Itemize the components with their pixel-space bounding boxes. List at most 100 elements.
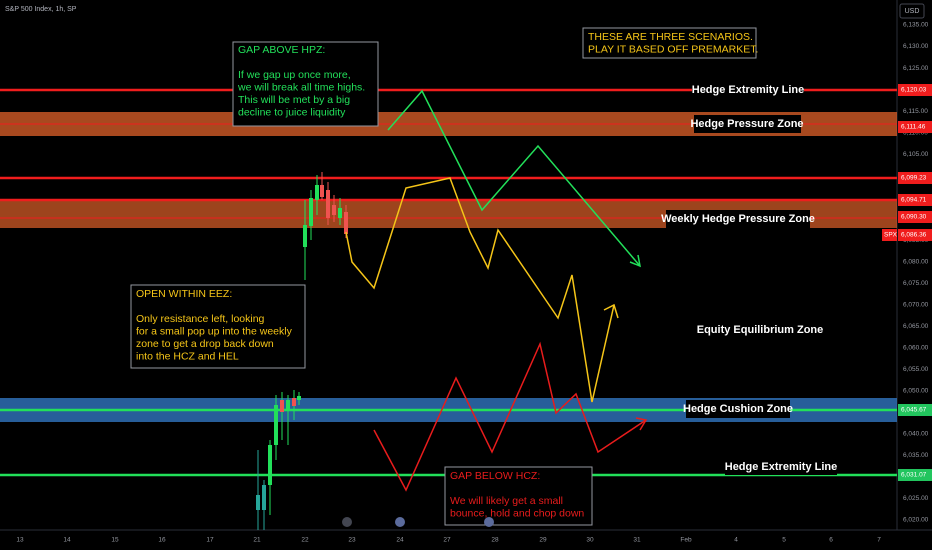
price-label: 6,135.00 bbox=[903, 22, 929, 29]
date-label: 28 bbox=[491, 537, 499, 544]
annotation: OPEN WITHIN EEZ: Only resistance left, lo… bbox=[136, 288, 293, 363]
zone-label: Hedge Extremity Line bbox=[692, 84, 804, 96]
label-bg bbox=[686, 400, 790, 418]
currency-label[interactable]: USD bbox=[905, 8, 920, 15]
event-icon[interactable] bbox=[342, 517, 352, 527]
price-label: 6,080.00 bbox=[903, 258, 929, 265]
price-badge-text: 6,094.71 bbox=[901, 197, 927, 204]
annotation-line: Only resistance left, looking bbox=[136, 313, 265, 325]
annotation-line: for a small pop up into the weekly bbox=[136, 325, 293, 337]
price-label: 6,070.00 bbox=[903, 301, 929, 308]
zone-label: Hedge Cushion Zone bbox=[683, 403, 793, 415]
price-label: 6,065.00 bbox=[903, 323, 929, 330]
annotation-line: we will break all time highs. bbox=[237, 81, 365, 93]
annotation: GAP ABOVE HPZ: If we gap up once more,we … bbox=[237, 44, 365, 119]
annotation-line: We will likely get a small bbox=[450, 495, 563, 507]
date-label: 24 bbox=[396, 537, 404, 544]
date-label: 16 bbox=[158, 537, 166, 544]
date-label: 30 bbox=[586, 537, 594, 544]
annotation-line: into the HCZ and HEL bbox=[136, 350, 239, 362]
label-bg bbox=[666, 210, 810, 228]
zone-label: Hedge Pressure Zone bbox=[690, 118, 803, 130]
date-label: 17 bbox=[206, 537, 214, 544]
annotation-line: PLAY IT BASED OFF PREMARKET. bbox=[588, 43, 758, 55]
date-label: 14 bbox=[63, 537, 71, 544]
symbol-badge bbox=[882, 229, 897, 241]
price-badge-text: 6,120.03 bbox=[901, 87, 927, 94]
annotation-line: GAP ABOVE HPZ: bbox=[238, 44, 325, 56]
level-badges: 6,120.03 6,111.46 6,099.23 6,094.71 6,090.30… bbox=[882, 84, 932, 481]
time-axis: 13 14 15 16 17 21 22 23 24 27 28 29 30 31 Feb 4 5 6 7 bbox=[16, 537, 881, 544]
date-label: Feb bbox=[680, 537, 692, 544]
annotation-box bbox=[444, 466, 593, 526]
arrow-head bbox=[603, 303, 619, 319]
price-label: 6,020.00 bbox=[903, 517, 929, 524]
date-label: 21 bbox=[253, 537, 261, 544]
zone-label: Weekly Hedge Pressure Zone bbox=[661, 213, 815, 225]
price-badge bbox=[898, 84, 932, 96]
date-label: 23 bbox=[348, 537, 356, 544]
scenario-path bbox=[387, 89, 641, 267]
label-bg bbox=[725, 459, 837, 475]
annotation-line: GAP BELOW HCZ: bbox=[450, 470, 540, 482]
date-label: 29 bbox=[539, 537, 547, 544]
price-label: 6,105.00 bbox=[903, 151, 929, 158]
arrow-head bbox=[629, 254, 641, 268]
date-label: 22 bbox=[301, 537, 309, 544]
zone-label: Equity Equilibrium Zone bbox=[697, 324, 824, 336]
price-label: 6,040.00 bbox=[903, 431, 929, 438]
price-label: 6,060.00 bbox=[903, 345, 929, 352]
price-badge-text: 6,090.30 bbox=[901, 214, 927, 221]
annotation: THESE ARE THREE SCENARIOS.PLAY IT BASED … bbox=[588, 31, 758, 56]
price-badge bbox=[898, 121, 932, 133]
annotation-line: bounce, hold and chop down bbox=[450, 507, 584, 519]
price-badge-text: 6,031.07 bbox=[901, 472, 927, 479]
annotation-box bbox=[582, 27, 757, 59]
label-bg bbox=[694, 115, 801, 133]
symbol-badge-text: SPX bbox=[884, 232, 898, 239]
event-icon[interactable] bbox=[395, 517, 405, 527]
zone-label: Hedge Extremity Line bbox=[725, 461, 837, 473]
annotation-line: zone to get a drop back down bbox=[136, 338, 274, 350]
date-label: 27 bbox=[443, 537, 451, 544]
date-label: 15 bbox=[111, 537, 119, 544]
event-icon[interactable] bbox=[484, 517, 494, 527]
date-label: 6 bbox=[829, 537, 833, 544]
price-badge-text: 6,086.36 bbox=[901, 232, 927, 239]
annotation-box bbox=[130, 284, 306, 369]
currency-button[interactable] bbox=[899, 3, 925, 19]
price-label: 6,075.00 bbox=[903, 280, 929, 287]
price-label: 6,025.00 bbox=[903, 495, 929, 502]
date-label: 5 bbox=[782, 537, 786, 544]
annotation-line: OPEN WITHIN EEZ: bbox=[136, 288, 232, 300]
price-badge-text: 6,111.46 bbox=[901, 124, 926, 131]
price-badge bbox=[898, 211, 932, 223]
arrow-head bbox=[635, 417, 648, 431]
annotation-box bbox=[232, 41, 379, 127]
price-badge-text: 6,045.67 bbox=[901, 407, 927, 414]
date-label: 31 bbox=[633, 537, 641, 544]
price-label: 6,035.00 bbox=[903, 452, 929, 459]
annotation-line: THESE ARE THREE SCENARIOS. bbox=[588, 31, 753, 43]
price-badge bbox=[898, 172, 932, 184]
price-label: 6,055.00 bbox=[903, 366, 929, 373]
price-badge bbox=[898, 469, 932, 481]
annotation-line: decline to juice liquidity bbox=[238, 106, 346, 118]
annotation-line: This will be met by a big bbox=[238, 94, 350, 106]
price-badge bbox=[898, 229, 932, 241]
price-label: 6,115.00 bbox=[903, 108, 928, 115]
date-label: 13 bbox=[16, 537, 24, 544]
label-bg bbox=[692, 82, 804, 98]
annotation: GAP BELOW HCZ: We will likely get a small… bbox=[450, 470, 584, 520]
annotation-line: If we gap up once more, bbox=[238, 69, 351, 81]
candles bbox=[256, 172, 348, 530]
price-badge bbox=[898, 404, 932, 416]
scenario-path bbox=[373, 341, 647, 492]
price-label: 6,050.00 bbox=[903, 388, 929, 395]
price-badge bbox=[898, 194, 932, 206]
date-label: 4 bbox=[734, 537, 738, 544]
scenario-path bbox=[345, 177, 615, 403]
date-label: 7 bbox=[877, 537, 881, 544]
symbol-title: S&P 500 Index, 1h, SP bbox=[5, 6, 77, 13]
